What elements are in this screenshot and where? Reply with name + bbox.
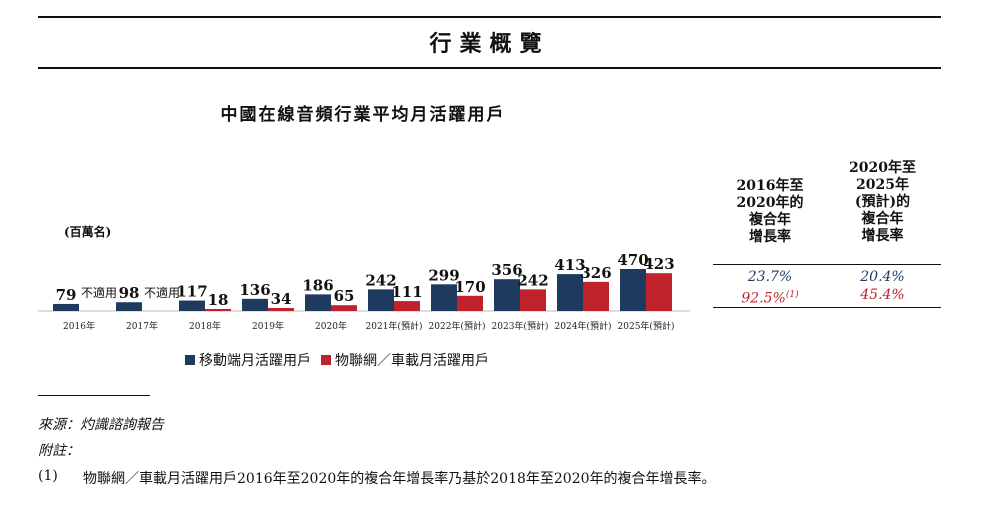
data-label: 170	[454, 278, 485, 296]
x-tick-label: 2018年	[189, 320, 221, 332]
cagr-col1-values: 23.7% 92.5%(1)	[715, 268, 825, 308]
cagr-bottom-rule	[713, 307, 941, 308]
bar-mobile	[116, 302, 142, 311]
x-tick-label: 2021年(預計)	[366, 320, 423, 332]
x-tick-label: 2025年(預計)	[618, 320, 675, 332]
bar-iot	[205, 309, 231, 311]
cagr-iot-2020-2025: 45.4%	[860, 287, 905, 303]
bar-mobile	[431, 284, 457, 311]
bar-iot	[394, 301, 420, 311]
bar-iot	[520, 289, 546, 311]
bar-iot	[331, 305, 357, 311]
data-label: 117	[176, 283, 207, 301]
footnote-text: 物聯網／車載月活躍用戶2016年至2020年的複合年增長率乃基於2018年至20…	[83, 471, 716, 487]
cagr-col1-header-line: 2016年至	[736, 178, 804, 194]
x-tick-label: 2022年(預計)	[429, 320, 486, 332]
x-tick-label: 2024年(預計)	[555, 320, 612, 332]
na-label: 不適用	[81, 285, 117, 300]
x-tick-label: 2017年	[126, 320, 158, 332]
footnote-number: (1)	[38, 468, 58, 484]
data-label: 186	[302, 276, 333, 294]
data-label: 111	[391, 283, 422, 301]
top-rule	[38, 16, 941, 18]
legend-label-iot: 物聯網／車載月活躍用戶	[335, 353, 489, 369]
data-label: 136	[239, 281, 270, 299]
cagr-col2-header: 2020年至 2025年 (預計)的 複合年 增長率	[825, 160, 940, 245]
bar-iot	[457, 295, 483, 311]
x-tick-label: 2023年(預計)	[492, 320, 549, 332]
data-label: 79	[56, 286, 77, 304]
cagr-col2-header-line: 2025年	[856, 177, 909, 193]
x-tick-label: 2019年	[252, 320, 284, 332]
bar-iot	[583, 281, 609, 311]
legend-swatch-iot	[321, 355, 331, 365]
cagr-col2-values: 20.4% 45.4%	[825, 268, 940, 304]
cagr-col1-header-line: 2020年的	[736, 195, 804, 211]
cagr-col2-header-line: 2020年至	[849, 160, 916, 176]
legend-label-mobile: 移動端月活躍用戶	[199, 353, 311, 369]
x-tick-label: 2020年	[315, 320, 347, 332]
cagr-col2-header-line: 增長率	[861, 228, 904, 244]
bar-mobile	[494, 279, 520, 311]
chart-title: 中國在線音頻行業平均月活躍用戶	[220, 105, 506, 125]
bar-iot	[646, 273, 672, 311]
cagr-iot-2016-2020-value: 92.5%	[741, 290, 786, 307]
data-label: 242	[365, 271, 396, 289]
bar-mobile	[368, 289, 394, 311]
legend-item-iot: 物聯網／車載月活躍用戶	[321, 350, 489, 370]
cagr-footnote-ref: (1)	[785, 290, 799, 300]
chart-legend: 移動端月活躍用戶 物聯網／車載月活躍用戶	[185, 350, 489, 370]
data-label: 423	[643, 255, 674, 273]
data-label: 34	[271, 290, 292, 308]
cagr-col2-header-line: (預計)的	[854, 194, 911, 210]
legend-swatch-mobile	[185, 355, 195, 365]
data-label: 413	[554, 256, 585, 274]
cagr-col1-header: 2016年至 2020年的 複合年 增長率	[715, 178, 825, 246]
data-label: 242	[517, 271, 548, 289]
heading-rule	[38, 67, 941, 69]
bar-mobile	[179, 300, 205, 311]
data-label: 98	[119, 284, 140, 302]
data-label: 65	[334, 287, 355, 305]
source-note: 來源：灼識諮詢報告	[38, 417, 164, 433]
bar-mobile	[620, 269, 646, 311]
cagr-mobile-2020-2025: 20.4%	[860, 269, 905, 285]
cagr-col1-header-line: 複合年	[749, 212, 791, 228]
bar-mobile	[305, 294, 331, 311]
bar-mobile	[53, 303, 79, 311]
cagr-col2-header-line: 複合年	[861, 211, 904, 227]
notes-divider	[38, 395, 150, 396]
cagr-header-rule	[713, 264, 941, 265]
data-label: 326	[580, 264, 611, 282]
data-label: 356	[491, 261, 522, 279]
bar-mobile	[557, 274, 583, 311]
data-label: 470	[617, 251, 648, 269]
cagr-iot-2016-2020: 92.5%(1)	[715, 286, 825, 308]
x-tick-label: 2016年	[63, 320, 95, 332]
bar-mobile	[242, 298, 268, 311]
cagr-mobile-2016-2020: 23.7%	[747, 269, 793, 285]
data-label: 299	[428, 266, 459, 284]
bar-iot	[268, 307, 294, 311]
cagr-col1-header-line: 增長率	[749, 229, 791, 245]
footnote: (1) 物聯網／車載月活躍用戶2016年至2020年的複合年增長率乃基於2018…	[38, 468, 716, 488]
remark-label: 附註：	[38, 443, 80, 459]
data-label: 18	[208, 291, 229, 309]
page-heading: 行業概覽	[429, 31, 550, 57]
na-label: 不適用	[144, 285, 180, 300]
chart-unit: (百萬名)	[64, 225, 112, 239]
legend-item-mobile: 移動端月活躍用戶	[185, 350, 311, 370]
